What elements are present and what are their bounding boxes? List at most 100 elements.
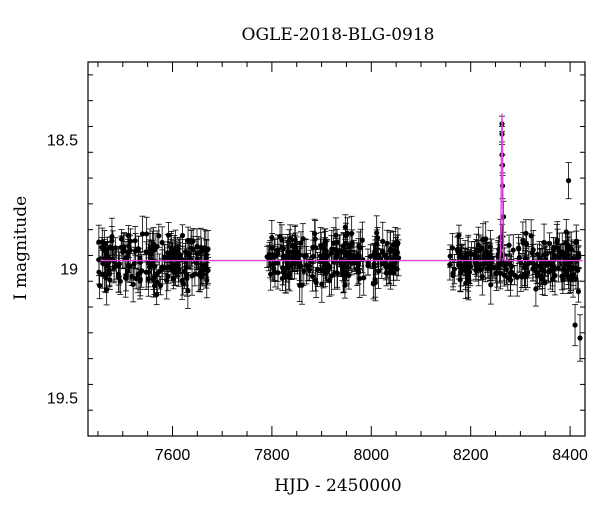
data-point — [510, 247, 516, 253]
data-point — [312, 236, 318, 242]
data-point — [126, 243, 132, 249]
data-point — [165, 264, 171, 270]
data-point — [559, 273, 565, 279]
data-point — [171, 269, 177, 276]
data-point — [285, 252, 291, 258]
model-curve — [100, 113, 583, 262]
data-point — [198, 267, 205, 273]
data-point — [118, 236, 125, 242]
data-point — [349, 230, 355, 237]
y-axis-label: I magnitude — [11, 196, 31, 300]
data-point — [104, 246, 111, 252]
data-point — [505, 261, 511, 267]
data-point — [479, 274, 485, 280]
data-point — [109, 234, 115, 240]
data-point — [546, 240, 553, 247]
data-point — [328, 273, 335, 279]
data-point — [528, 233, 534, 239]
data-point — [322, 270, 328, 276]
data-point — [154, 271, 160, 277]
data-point — [135, 271, 141, 277]
data-point — [383, 270, 389, 276]
data-point — [269, 261, 275, 268]
data-point — [370, 252, 376, 258]
data-point — [150, 277, 156, 283]
data-point — [299, 282, 305, 288]
data-point — [524, 241, 530, 247]
data-point — [456, 232, 462, 239]
data-point — [139, 268, 145, 274]
data-point — [116, 275, 122, 281]
data-point — [123, 255, 129, 261]
model-line — [100, 113, 583, 262]
data-point — [319, 281, 325, 287]
data-point — [190, 238, 196, 244]
x-tick-label: 8000 — [353, 447, 389, 464]
data-point — [375, 268, 382, 274]
data-point — [298, 263, 304, 269]
data-point — [300, 236, 306, 242]
data-points — [95, 115, 584, 362]
data-point — [572, 322, 578, 328]
data-point — [313, 279, 319, 286]
x-tick-label: 8400 — [552, 447, 588, 464]
data-point — [533, 286, 539, 292]
data-point — [459, 254, 465, 260]
data-point — [512, 272, 518, 278]
data-point — [565, 178, 572, 184]
data-point — [156, 233, 162, 239]
data-point — [306, 267, 313, 273]
data-point — [334, 239, 340, 245]
data-point — [347, 251, 353, 257]
data-point — [154, 291, 160, 298]
data-point — [184, 275, 190, 281]
x-tick-label: 8200 — [453, 447, 489, 464]
data-point — [379, 261, 385, 267]
data-point — [132, 238, 138, 244]
data-point — [455, 249, 461, 255]
data-point — [307, 258, 314, 265]
data-point — [562, 240, 569, 246]
data-point — [194, 255, 200, 262]
data-point — [342, 224, 348, 230]
data-point — [542, 280, 548, 286]
data-point — [577, 335, 583, 341]
data-point — [365, 263, 371, 269]
data-point — [165, 232, 172, 238]
data-point — [111, 264, 117, 271]
data-point — [154, 279, 160, 285]
data-point — [516, 254, 522, 261]
data-point — [312, 231, 318, 237]
data-point — [193, 260, 199, 266]
data-point — [541, 261, 547, 267]
data-point — [465, 275, 471, 282]
data-point — [198, 273, 204, 279]
data-point — [562, 252, 568, 259]
data-point — [99, 244, 105, 250]
data-point — [292, 250, 298, 257]
data-point — [506, 242, 512, 248]
data-point — [189, 273, 195, 279]
data-point — [564, 268, 570, 274]
data-point — [466, 265, 472, 271]
x-axis-label: HJD - 2450000 — [274, 476, 402, 496]
y-tick-label: 19.5 — [47, 390, 78, 407]
data-point — [340, 243, 346, 249]
data-point — [534, 251, 541, 257]
data-point — [334, 251, 340, 258]
data-point — [554, 245, 561, 251]
data-point — [110, 246, 116, 252]
data-point — [152, 246, 158, 253]
data-point — [493, 270, 499, 276]
data-point — [558, 252, 564, 258]
data-point — [575, 254, 581, 261]
data-point — [130, 281, 136, 288]
data-point — [322, 251, 328, 257]
data-point — [473, 267, 479, 273]
data-point — [568, 245, 574, 252]
data-point — [551, 252, 557, 258]
data-point — [522, 262, 528, 268]
data-point — [548, 267, 554, 273]
y-tick-label: 19 — [60, 261, 78, 278]
